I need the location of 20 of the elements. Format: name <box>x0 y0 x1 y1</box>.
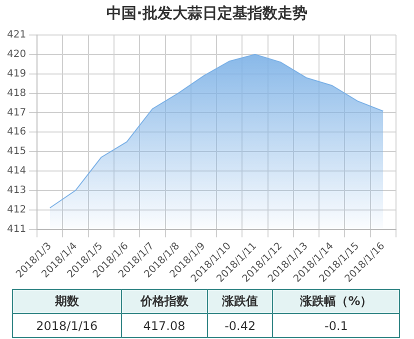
chart-title: 中国·批发大蒜日定基指数走势 <box>106 4 308 23</box>
text: 价格指数 <box>121 290 208 314</box>
text: 涨跌值 <box>207 290 273 314</box>
y-tick-label: 413 <box>6 185 26 196</box>
text: 2018/1/16 <box>12 314 122 338</box>
y-tick-label: 418 <box>6 88 26 99</box>
text: 417.08 <box>121 314 208 338</box>
y-tick-label: 414 <box>6 166 26 177</box>
y-tick-label: 421 <box>6 30 26 41</box>
y-tick-label: 420 <box>6 49 26 60</box>
y-tick-label: 412 <box>6 204 26 216</box>
y-tick-label: 419 <box>6 68 26 80</box>
text: -0.1 <box>272 314 400 338</box>
y-tick-label: 415 <box>6 146 26 158</box>
y-tick-label: 417 <box>6 107 26 118</box>
text: 涨跌幅（%） <box>272 290 400 314</box>
text: -0.42 <box>207 314 273 338</box>
y-tick-label: 411 <box>6 224 26 235</box>
y-tick-label: 416 <box>6 126 26 138</box>
text: 期数 <box>12 290 122 314</box>
